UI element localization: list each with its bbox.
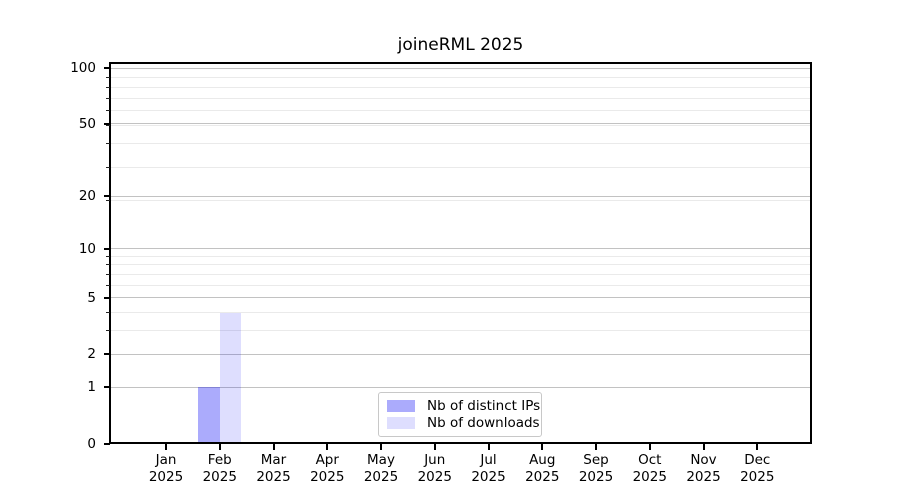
x-tick-label-jan-2025: Jan 2025 — [148, 452, 184, 485]
gridline-minor-6 — [111, 284, 810, 286]
y-minor-tick-19 — [106, 199, 110, 201]
y-tick-label-1: 1 — [87, 379, 96, 396]
x-tick-label-feb-2025: Feb 2025 — [202, 452, 237, 485]
legend-swatch-downloads — [387, 417, 415, 430]
y-minor-tick-59 — [106, 110, 110, 112]
gridline-major-2 — [111, 353, 810, 355]
legend: Nb of distinct IPs Nb of downloads — [378, 392, 542, 437]
y-tick-50 — [104, 122, 110, 125]
gridline-minor-19 — [111, 199, 810, 201]
x-tick-label-dec-2025: Dec 2025 — [740, 452, 775, 485]
y-tick-1 — [104, 386, 110, 389]
y-minor-tick-6 — [106, 284, 110, 286]
bar-nb-of-distinct-ips-feb-2025 — [198, 387, 220, 443]
x-tick-jun-2025 — [433, 444, 436, 450]
gridline-major-100 — [111, 67, 810, 69]
legend-swatch-distinct-ips — [387, 399, 415, 412]
legend-item-downloads: Nb of downloads — [387, 415, 540, 431]
y-minor-tick-89 — [106, 77, 110, 79]
gridline-major-10 — [111, 248, 810, 250]
y-minor-tick-79 — [106, 86, 110, 88]
x-tick-label-jul-2025: Jul 2025 — [471, 452, 506, 485]
gridline-minor-39 — [111, 143, 810, 145]
y-tick-label-2: 2 — [87, 346, 96, 363]
y-tick-0 — [104, 442, 110, 445]
y-tick-label-20: 20 — [78, 188, 96, 205]
gridline-major-1 — [111, 386, 810, 388]
gridline-minor-89 — [111, 77, 810, 79]
x-tick-apr-2025 — [326, 444, 329, 450]
y-minor-tick-39 — [106, 143, 110, 145]
x-tick-nov-2025 — [702, 444, 705, 450]
bar-nb-of-downloads-feb-2025 — [219, 312, 242, 443]
y-tick-label-5: 5 — [87, 289, 96, 306]
gridline-minor-3 — [111, 330, 810, 332]
y-tick-100 — [104, 67, 110, 70]
gridline-minor-59 — [111, 110, 810, 112]
y-tick-20 — [104, 195, 110, 198]
gridline-minor-49 — [111, 125, 810, 127]
y-tick-5 — [104, 296, 110, 299]
y-minor-tick-29 — [106, 166, 110, 168]
y-minor-tick-49 — [106, 125, 110, 127]
x-tick-sep-2025 — [595, 444, 597, 450]
y-minor-tick-3 — [106, 330, 110, 332]
gridline-minor-29 — [111, 166, 810, 168]
legend-item-distinct-ips: Nb of distinct IPs — [387, 398, 540, 414]
gridline-minor-79 — [111, 86, 810, 88]
x-tick-oct-2025 — [648, 444, 651, 450]
x-tick-dec-2025 — [756, 444, 759, 450]
legend-label-downloads: Nb of downloads — [427, 415, 540, 432]
x-tick-label-may-2025: May 2025 — [363, 452, 399, 485]
gridline-major-20 — [111, 195, 810, 197]
y-minor-tick-8 — [106, 264, 110, 266]
y-tick-2 — [104, 353, 110, 356]
gridline-minor-8 — [111, 264, 810, 266]
x-tick-label-sep-2025: Sep 2025 — [578, 452, 614, 485]
gridline-minor-9 — [111, 255, 810, 257]
x-tick-label-mar-2025: Mar 2025 — [256, 452, 291, 485]
gridline-minor-4 — [111, 312, 810, 314]
y-minor-tick-7 — [106, 274, 110, 275]
x-tick-label-jun-2025: Jun 2025 — [417, 452, 452, 485]
gridline-minor-7 — [111, 274, 810, 275]
y-tick-label-50: 50 — [78, 115, 96, 132]
y-tick-label-10: 10 — [78, 240, 96, 257]
y-tick-label-100: 100 — [70, 60, 96, 77]
x-tick-label-aug-2025: Aug 2025 — [525, 452, 560, 485]
y-minor-tick-69 — [106, 97, 110, 99]
x-tick-label-apr-2025: Apr 2025 — [310, 452, 345, 485]
gridline-major-50 — [111, 123, 810, 125]
x-tick-feb-2025 — [218, 444, 221, 450]
x-tick-jul-2025 — [487, 444, 490, 450]
gridline-minor-69 — [111, 97, 810, 99]
y-minor-tick-4 — [106, 312, 110, 314]
x-tick-mar-2025 — [272, 444, 275, 450]
gridline-major-5 — [111, 297, 810, 299]
chart-title: joineRML 2025 — [397, 35, 524, 55]
y-tick-label-0: 0 — [87, 435, 96, 452]
x-tick-aug-2025 — [541, 444, 544, 450]
x-tick-jan-2025 — [165, 444, 167, 450]
x-tick-label-oct-2025: Oct 2025 — [632, 452, 667, 485]
x-tick-may-2025 — [380, 444, 382, 450]
x-tick-label-nov-2025: Nov 2025 — [686, 452, 721, 485]
y-minor-tick-9 — [106, 255, 110, 257]
y-tick-10 — [104, 247, 110, 250]
legend-label-distinct-ips: Nb of distinct IPs — [427, 397, 541, 414]
